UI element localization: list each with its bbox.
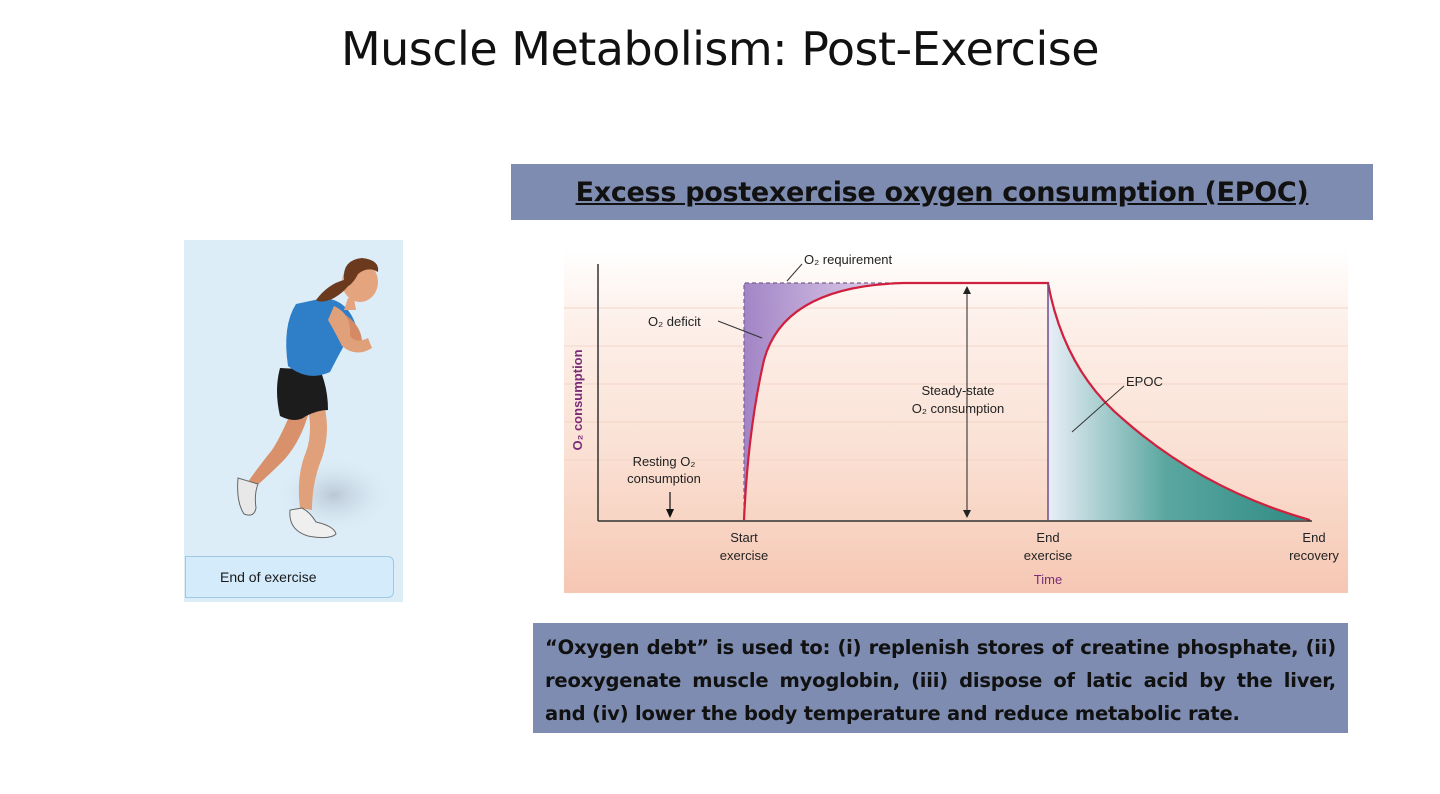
runner-illustration [237, 258, 396, 539]
oxygen-debt-text: “Oxygen debt” is used to: (i) replenish … [545, 636, 1336, 725]
x-axis-label: Time [1034, 572, 1062, 587]
o2-requirement-leader [786, 263, 803, 282]
runner-back-leg [248, 400, 310, 488]
o2-deficit-label: O₂ deficit [648, 314, 701, 329]
x-tick-recovery-line1: End [1302, 530, 1325, 545]
runner-ponytail [316, 280, 348, 302]
o2-deficit-leader [717, 320, 763, 339]
epoc-label: EPOC [1126, 374, 1163, 389]
x-tick-start-line2: exercise [720, 548, 768, 563]
epoc-graph-panel: O₂ requirement O₂ deficit Steady-state O… [564, 250, 1348, 593]
epoc-banner: Excess postexercise oxygen consumption (… [511, 164, 1373, 220]
runner-shadow [272, 455, 396, 535]
slide-title: Muscle Metabolism: Post-Exercise [340, 22, 1100, 76]
epoc-leader [1071, 385, 1125, 433]
x-tick-end-line2: exercise [1024, 548, 1072, 563]
runner-front-shoe [289, 507, 337, 539]
resting-label-line1: Resting O₂ [633, 454, 696, 469]
x-tick-end-line1: End [1036, 530, 1059, 545]
o2-deficit-area [744, 283, 904, 520]
epoc-banner-text: Excess postexercise oxygen consumption (… [575, 176, 1309, 208]
epoc-graph: O₂ requirement O₂ deficit Steady-state O… [564, 250, 1348, 593]
epoc-area [1048, 283, 1310, 520]
o2-requirement-label: O₂ requirement [804, 252, 893, 267]
steady-state-label-line1: Steady-state [922, 383, 995, 398]
steady-state-label-line2: O₂ consumption [912, 401, 1004, 416]
runner-hair [343, 258, 379, 288]
steady-state-arrowhead-top [963, 286, 971, 294]
runner-illustration-panel: End of exercise [184, 240, 403, 602]
runner-neck [344, 298, 356, 310]
resting-arrowhead [666, 509, 674, 518]
oxygen-debt-note: “Oxygen debt” is used to: (i) replenish … [533, 623, 1348, 733]
graph-bands [564, 307, 1348, 537]
x-tick-start-line1: Start [730, 530, 758, 545]
runner-caption: End of exercise [185, 556, 394, 598]
resting-label-line2: consumption [627, 471, 701, 486]
o2-requirement-outline [743, 282, 1048, 520]
runner-front-arm [328, 306, 372, 353]
x-tick-recovery-line2: recovery [1289, 548, 1339, 563]
runner-front-leg [298, 398, 327, 510]
y-axis-label: O₂ consumption [570, 349, 585, 450]
runner-back-shoe [237, 477, 259, 516]
steady-state-arrowhead-bottom [963, 510, 971, 518]
runner-shorts [277, 368, 328, 420]
